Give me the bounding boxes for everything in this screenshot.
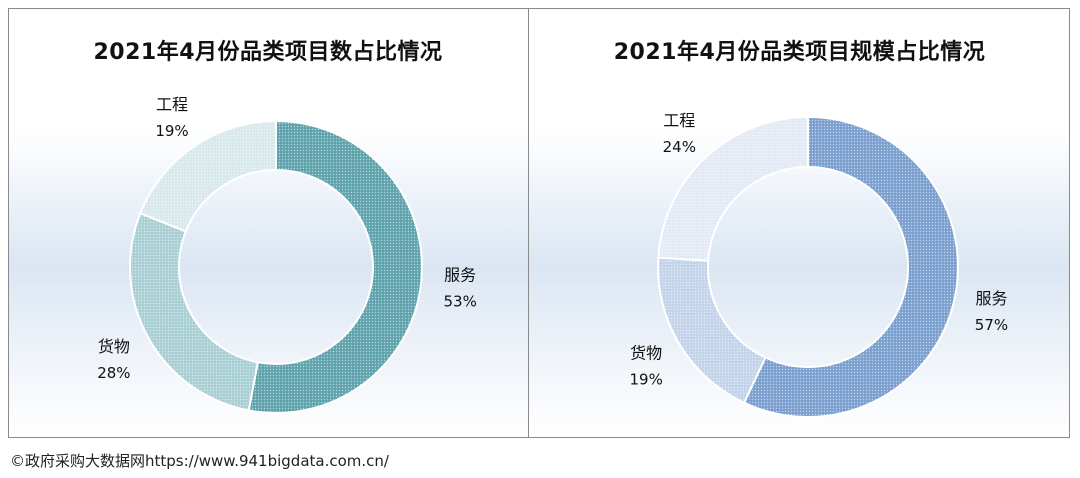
source-caption: ©政府采购大数据网https://www.941bigdata.com.cn/ [10, 452, 389, 470]
donut-slice-engineering [657, 115, 809, 262]
slice-value-engineering: 19% [155, 122, 188, 140]
chart-panel-scale: 2021年4月份品类项目规模占比情况 服务 57% 货物 19% 工程 24% [529, 8, 1070, 438]
donut-slice-goods [129, 211, 259, 412]
slice-label-service: 服务 [975, 289, 1007, 308]
donut-slice-goods [657, 256, 767, 405]
slice-value-goods: 19% [630, 371, 663, 389]
slice-label-goods: 货物 [98, 337, 130, 356]
slice-value-service: 53% [444, 292, 477, 310]
slice-label-engineering: 工程 [663, 111, 695, 130]
slice-label-goods: 货物 [630, 344, 662, 363]
slice-label-service: 服务 [444, 265, 476, 284]
donut-chart-count: 服务 53% 货物 28% 工程 19% [97, 95, 477, 414]
chart-title-scale: 2021年4月份品类项目规模占比情况 [613, 40, 986, 65]
donut-chart-scale: 服务 57% 货物 19% 工程 24% [630, 111, 1008, 418]
donut-slice-service [247, 119, 423, 414]
slice-value-engineering: 24% [663, 138, 696, 156]
donut-slice-engineering [138, 119, 277, 233]
panel-divider [528, 8, 529, 438]
chart-title-count: 2021年4月份品类项目数占比情况 [93, 40, 443, 65]
donut-slice-service [742, 115, 959, 418]
chart-panel-count: 2021年4月份品类项目数占比情况 服务 53% 货物 28% 工程 19% [8, 8, 528, 438]
slice-value-service: 57% [975, 316, 1008, 334]
slice-label-engineering: 工程 [156, 95, 188, 114]
slice-value-goods: 28% [97, 364, 130, 382]
